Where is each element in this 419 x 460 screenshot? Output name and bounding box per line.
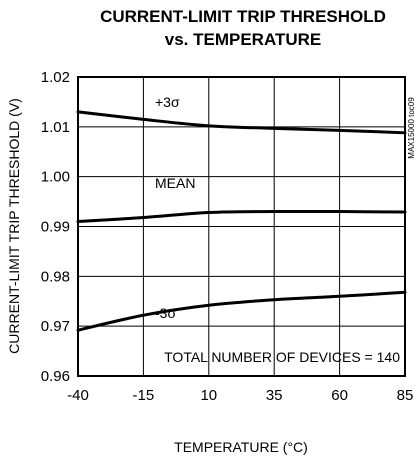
x-tick-label: 35 <box>266 387 283 404</box>
chart-title-line-1: CURRENT-LIMIT TRIP THRESHOLD <box>100 7 386 26</box>
x-tick-label: 10 <box>200 387 217 404</box>
y-tick-label: 1.00 <box>41 169 70 186</box>
devices-annotation: TOTAL NUMBER OF DEVICES = 140 <box>164 349 400 365</box>
y-tick-label: 0.99 <box>41 219 70 236</box>
chart-title-line-2: vs. TEMPERATURE <box>165 30 322 49</box>
y-tick-label: 1.02 <box>41 69 70 86</box>
x-tick-label: 85 <box>397 387 414 404</box>
series-layer <box>78 112 405 330</box>
plus3sigma-label: +3σ <box>155 94 180 110</box>
x-tick-label: -15 <box>133 387 155 404</box>
y-tick-label: 0.96 <box>41 368 70 385</box>
mean-label: MEAN <box>155 175 195 191</box>
x-axis-label: TEMPERATURE (°C) <box>174 439 308 455</box>
y-axis-label: CURRENT-LIMIT TRIP THRESHOLD (V) <box>6 98 22 354</box>
y-tick-label: 1.01 <box>41 119 70 136</box>
minus3sigma-label: -3σ <box>155 305 176 321</box>
grid <box>78 77 405 376</box>
series-line-minus-3-sigma <box>78 292 405 330</box>
y-tick-label: 0.97 <box>41 318 70 335</box>
x-tick-label: 60 <box>331 387 348 404</box>
series-line-mean <box>78 211 405 221</box>
series-line-plus-3-sigma <box>78 112 405 133</box>
y-tick-label: 0.98 <box>41 268 70 285</box>
x-tick-label: -40 <box>67 387 89 404</box>
figure-code: MAX15000 toc09 <box>407 97 416 159</box>
